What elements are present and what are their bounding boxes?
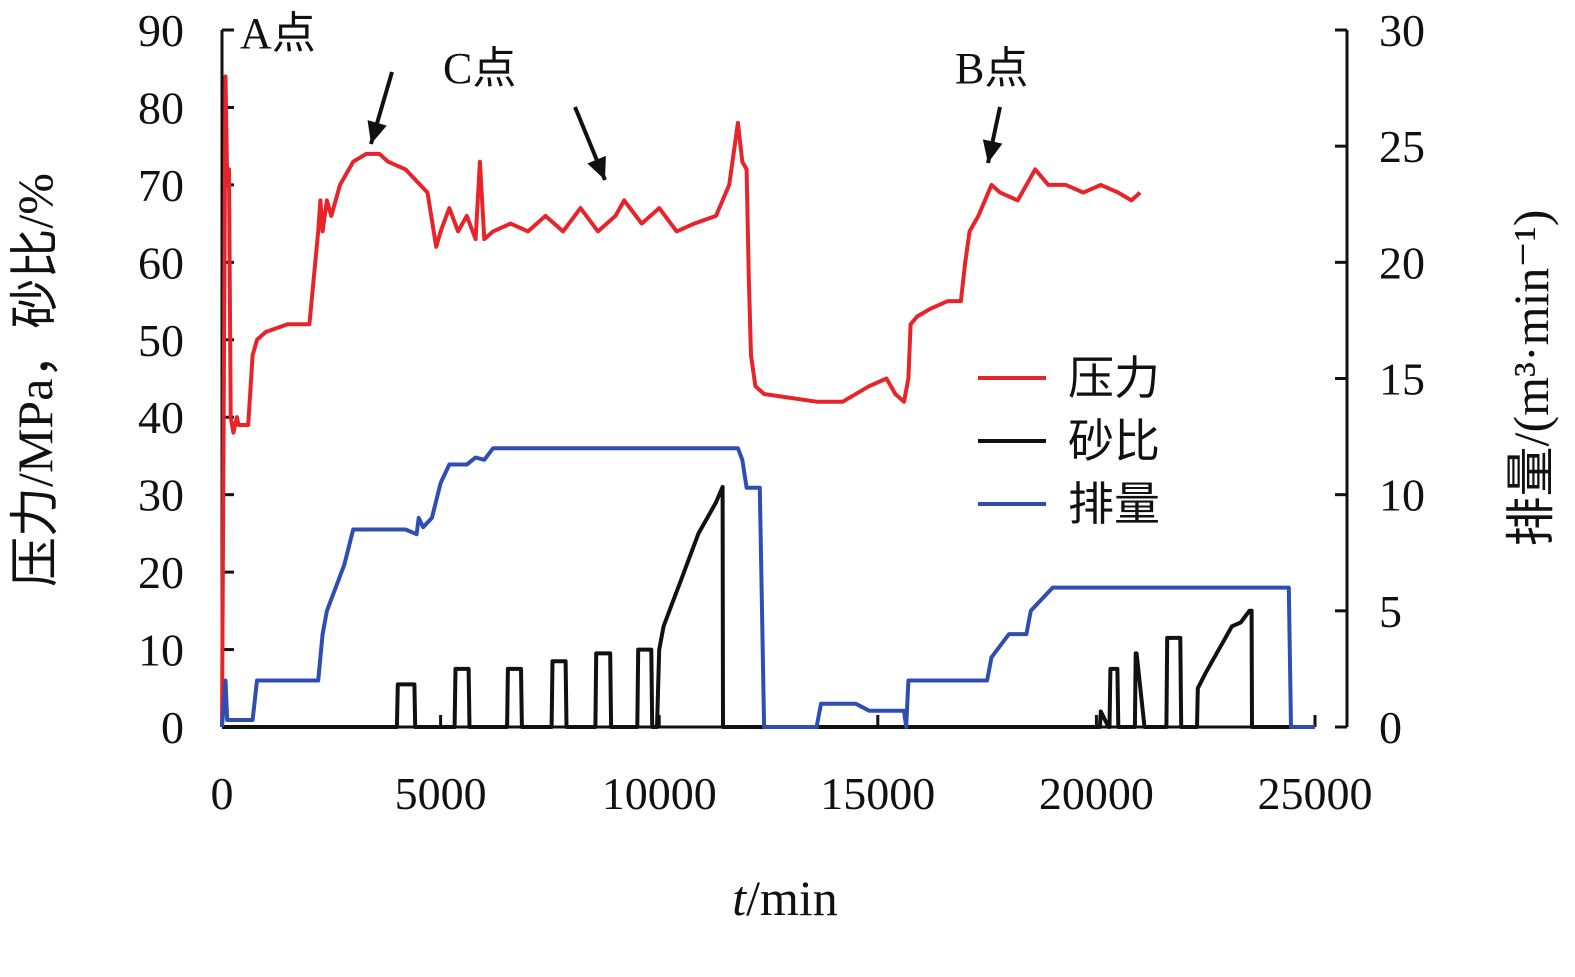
y-tick-label-left: 90 [138,5,184,56]
y-axis-label-right: 排量/(m³·min⁻¹) [1503,210,1559,547]
legend-label: 砂比 [1068,416,1160,467]
x-tick-label: 25000 [1258,768,1373,819]
x-axis-label: t/min [732,870,838,926]
x-tick-label: 10000 [602,768,717,819]
y-tick-label-left: 50 [138,315,184,366]
x-tick-label: 0 [211,768,234,819]
y-tick-label-left: 40 [138,392,184,443]
y-tick-label-right: 0 [1379,702,1402,753]
y-tick-label-right: 20 [1379,237,1425,288]
y-tick-label-right: 30 [1379,5,1425,56]
y-tick-label-left: 0 [161,702,184,753]
series-line-砂比 [222,484,1315,729]
x-axis-label-rest: /min [746,870,838,926]
annotation-arrow-head [587,155,606,180]
y-axis-label-left: 压力/MPa，砂比/% [7,173,63,587]
y-tick-label-left: 80 [138,82,184,133]
y-tick-label-right: 25 [1379,121,1425,172]
y-tick-label-left: 70 [138,160,184,211]
series-line-压力 [220,74,1142,728]
annotation-label: C点 [443,44,516,93]
y-tick-label-left: 20 [138,547,184,598]
y-tick-label-right: 15 [1379,354,1425,405]
series-line-排量 [220,446,1315,729]
legend-label: 压力 [1068,353,1160,404]
y-tick-label-right: 5 [1379,586,1402,637]
y-tick-label-left: 10 [138,625,184,676]
x-tick-label: 15000 [820,768,935,819]
legend-label: 排量 [1068,479,1160,530]
annotation-label: A点 [240,9,316,58]
annotation-label: B点 [955,44,1028,93]
annotation-arrow-head [982,139,1003,163]
x-tick-label: 5000 [395,768,487,819]
annotation-arrow-head [367,120,387,144]
y-tick-label-left: 60 [138,237,184,288]
axis-labels: t/min 压力/MPa，砂比/% 排量/(m³·min⁻¹) [7,173,1559,926]
x-tick-label: 20000 [1039,768,1154,819]
x-axis-label-italic: t [732,870,747,926]
y-tick-label-left: 30 [138,470,184,521]
y-tick-label-right: 10 [1379,470,1425,521]
annotation-layer: A点 C点 B点 [240,9,1028,181]
series-layer [220,74,1315,729]
axes-layer: 0 10 20 30 40 50 60 70 80 90 0 5 10 15 20 25 30 0 5000 1000… [138,5,1425,819]
